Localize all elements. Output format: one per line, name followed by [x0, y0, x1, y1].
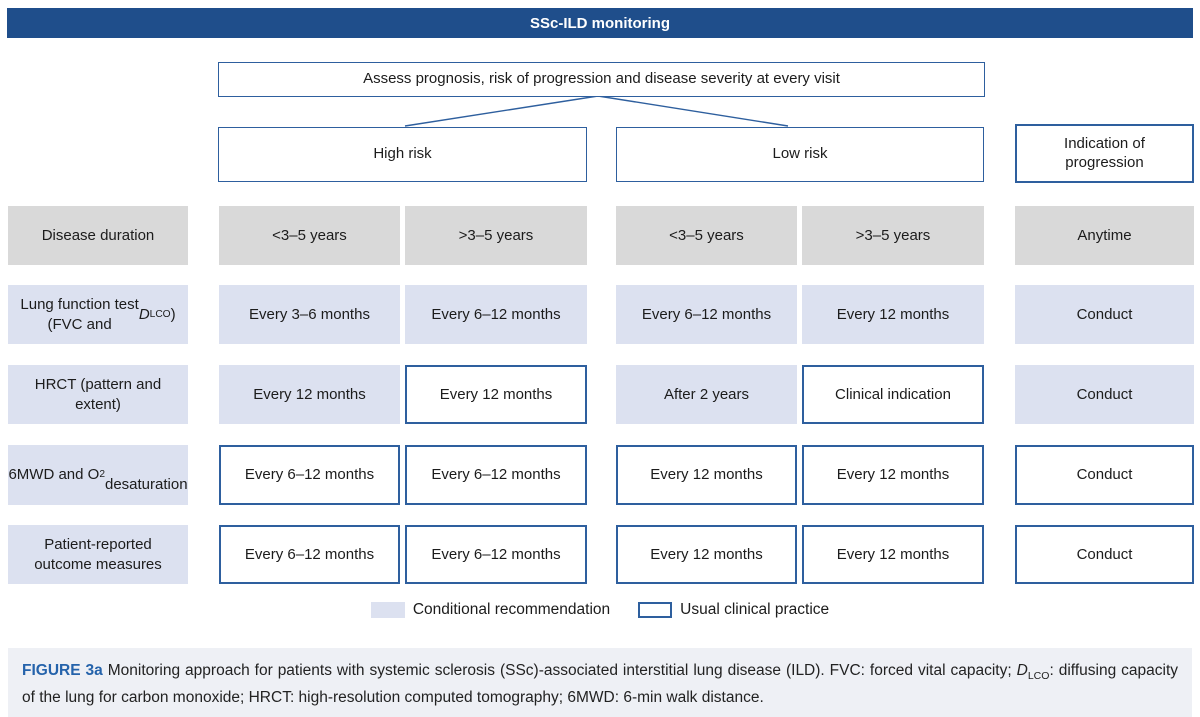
legend-label-conditional: Conditional recommendation: [412, 601, 611, 618]
table-cell: >3–5 years: [802, 206, 984, 265]
table-cell: <3–5 years: [616, 206, 797, 265]
table-cell: Every 6–12 months: [405, 525, 587, 584]
table-cell: Conduct: [1015, 285, 1194, 344]
table-cell: Every 6–12 months: [219, 445, 400, 505]
table-cell: Anytime: [1015, 206, 1194, 265]
assess-node: Assess prognosis, risk of progression an…: [218, 62, 985, 97]
legend-item-usual: Usual clinical practice: [638, 601, 829, 619]
table-cell: Every 12 months: [616, 445, 797, 505]
table-cell: Every 12 months: [802, 445, 984, 505]
table-cell: Every 12 months: [616, 525, 797, 584]
row-label-lung-function-test: Lung function test (FVC and D LCO): [8, 285, 188, 344]
table-cell: Conduct: [1015, 525, 1194, 584]
table-cell: Every 6–12 months: [219, 525, 400, 584]
figure-caption-label: FIGURE 3a: [22, 662, 103, 679]
table-cell: Every 6–12 months: [616, 285, 797, 344]
legend-item-conditional: Conditional recommendation: [370, 601, 611, 619]
row-label-hrct: HRCT (pattern and extent): [8, 365, 188, 424]
table-cell: Conduct: [1015, 365, 1194, 424]
legend: Conditional recommendation Usual clinica…: [0, 597, 1200, 623]
table-cell: Every 6–12 months: [405, 285, 587, 344]
figure-title-banner: SSc-ILD monitoring: [7, 8, 1193, 38]
figure-title: SSc-ILD monitoring: [530, 14, 670, 32]
table-cell: Every 12 months: [802, 285, 984, 344]
table-cell: Conduct: [1015, 445, 1194, 505]
high-risk-node: High risk: [218, 127, 587, 182]
table-cell: Every 12 months: [219, 365, 400, 424]
table-cell: Clinical indication: [802, 365, 984, 424]
table-cell: Every 3–6 months: [219, 285, 400, 344]
legend-swatch-conditional: [370, 602, 405, 618]
figure-caption: FIGURE 3a Monitoring approach for patien…: [8, 648, 1192, 717]
legend-swatch-usual: [638, 602, 673, 618]
figure-caption-text: Monitoring approach for patients with sy…: [22, 662, 1179, 707]
low-risk-node: Low risk: [616, 127, 984, 182]
row-label-disease-duration: Disease duration: [8, 206, 188, 265]
row-label-patient-reported-outcomes: Patient-reported outcome measures: [8, 525, 188, 584]
indication-of-progression-node: Indication of progression: [1015, 124, 1194, 183]
table-cell: After 2 years: [616, 365, 797, 424]
table-cell: <3–5 years: [219, 206, 400, 265]
table-cell: Every 12 months: [802, 525, 984, 584]
row-label-6mwd: 6MWD and O 2 desaturation: [8, 445, 188, 505]
table-cell: Every 12 months: [405, 365, 587, 424]
table-cell: Every 6–12 months: [405, 445, 587, 505]
legend-label-usual: Usual clinical practice: [680, 601, 830, 618]
table-cell: >3–5 years: [405, 206, 587, 265]
